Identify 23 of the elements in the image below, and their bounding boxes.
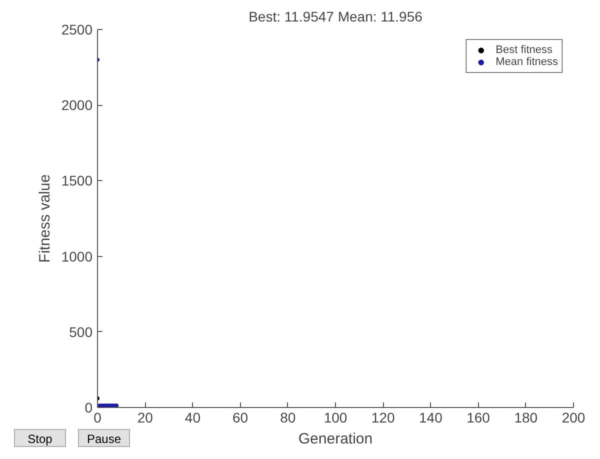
x-tick-label: 100 <box>324 410 348 426</box>
y-tick-label: 2500 <box>61 22 93 38</box>
y-tick-label: 0 <box>84 400 93 416</box>
legend-label: Best fitness <box>496 44 552 56</box>
x-tick-label: 140 <box>419 410 443 426</box>
x-tick-label: 180 <box>514 410 538 426</box>
x-axis-title: Generation <box>298 430 373 448</box>
x-tick-label: 60 <box>232 410 248 426</box>
x-tick-label: 200 <box>562 410 586 426</box>
x-tick-label: 20 <box>137 410 154 426</box>
y-tick-label: 1000 <box>61 248 93 264</box>
y-tick-label: 500 <box>69 324 93 340</box>
y-axis-title: Fitness value <box>36 174 54 263</box>
x-tick-label: 120 <box>371 410 395 426</box>
legend-label: Mean fitness <box>496 56 558 68</box>
chart-title: Best: 11.9547 Mean: 11.956 <box>248 8 423 24</box>
text: Pause <box>86 431 122 448</box>
text: Stop <box>28 431 52 448</box>
x-tick-label: 40 <box>184 410 201 426</box>
x-tick-label: 80 <box>280 410 296 426</box>
y-tick-label: 1500 <box>61 172 93 189</box>
y-tick-label: 2000 <box>61 97 93 114</box>
x-tick-label: 160 <box>466 410 490 426</box>
